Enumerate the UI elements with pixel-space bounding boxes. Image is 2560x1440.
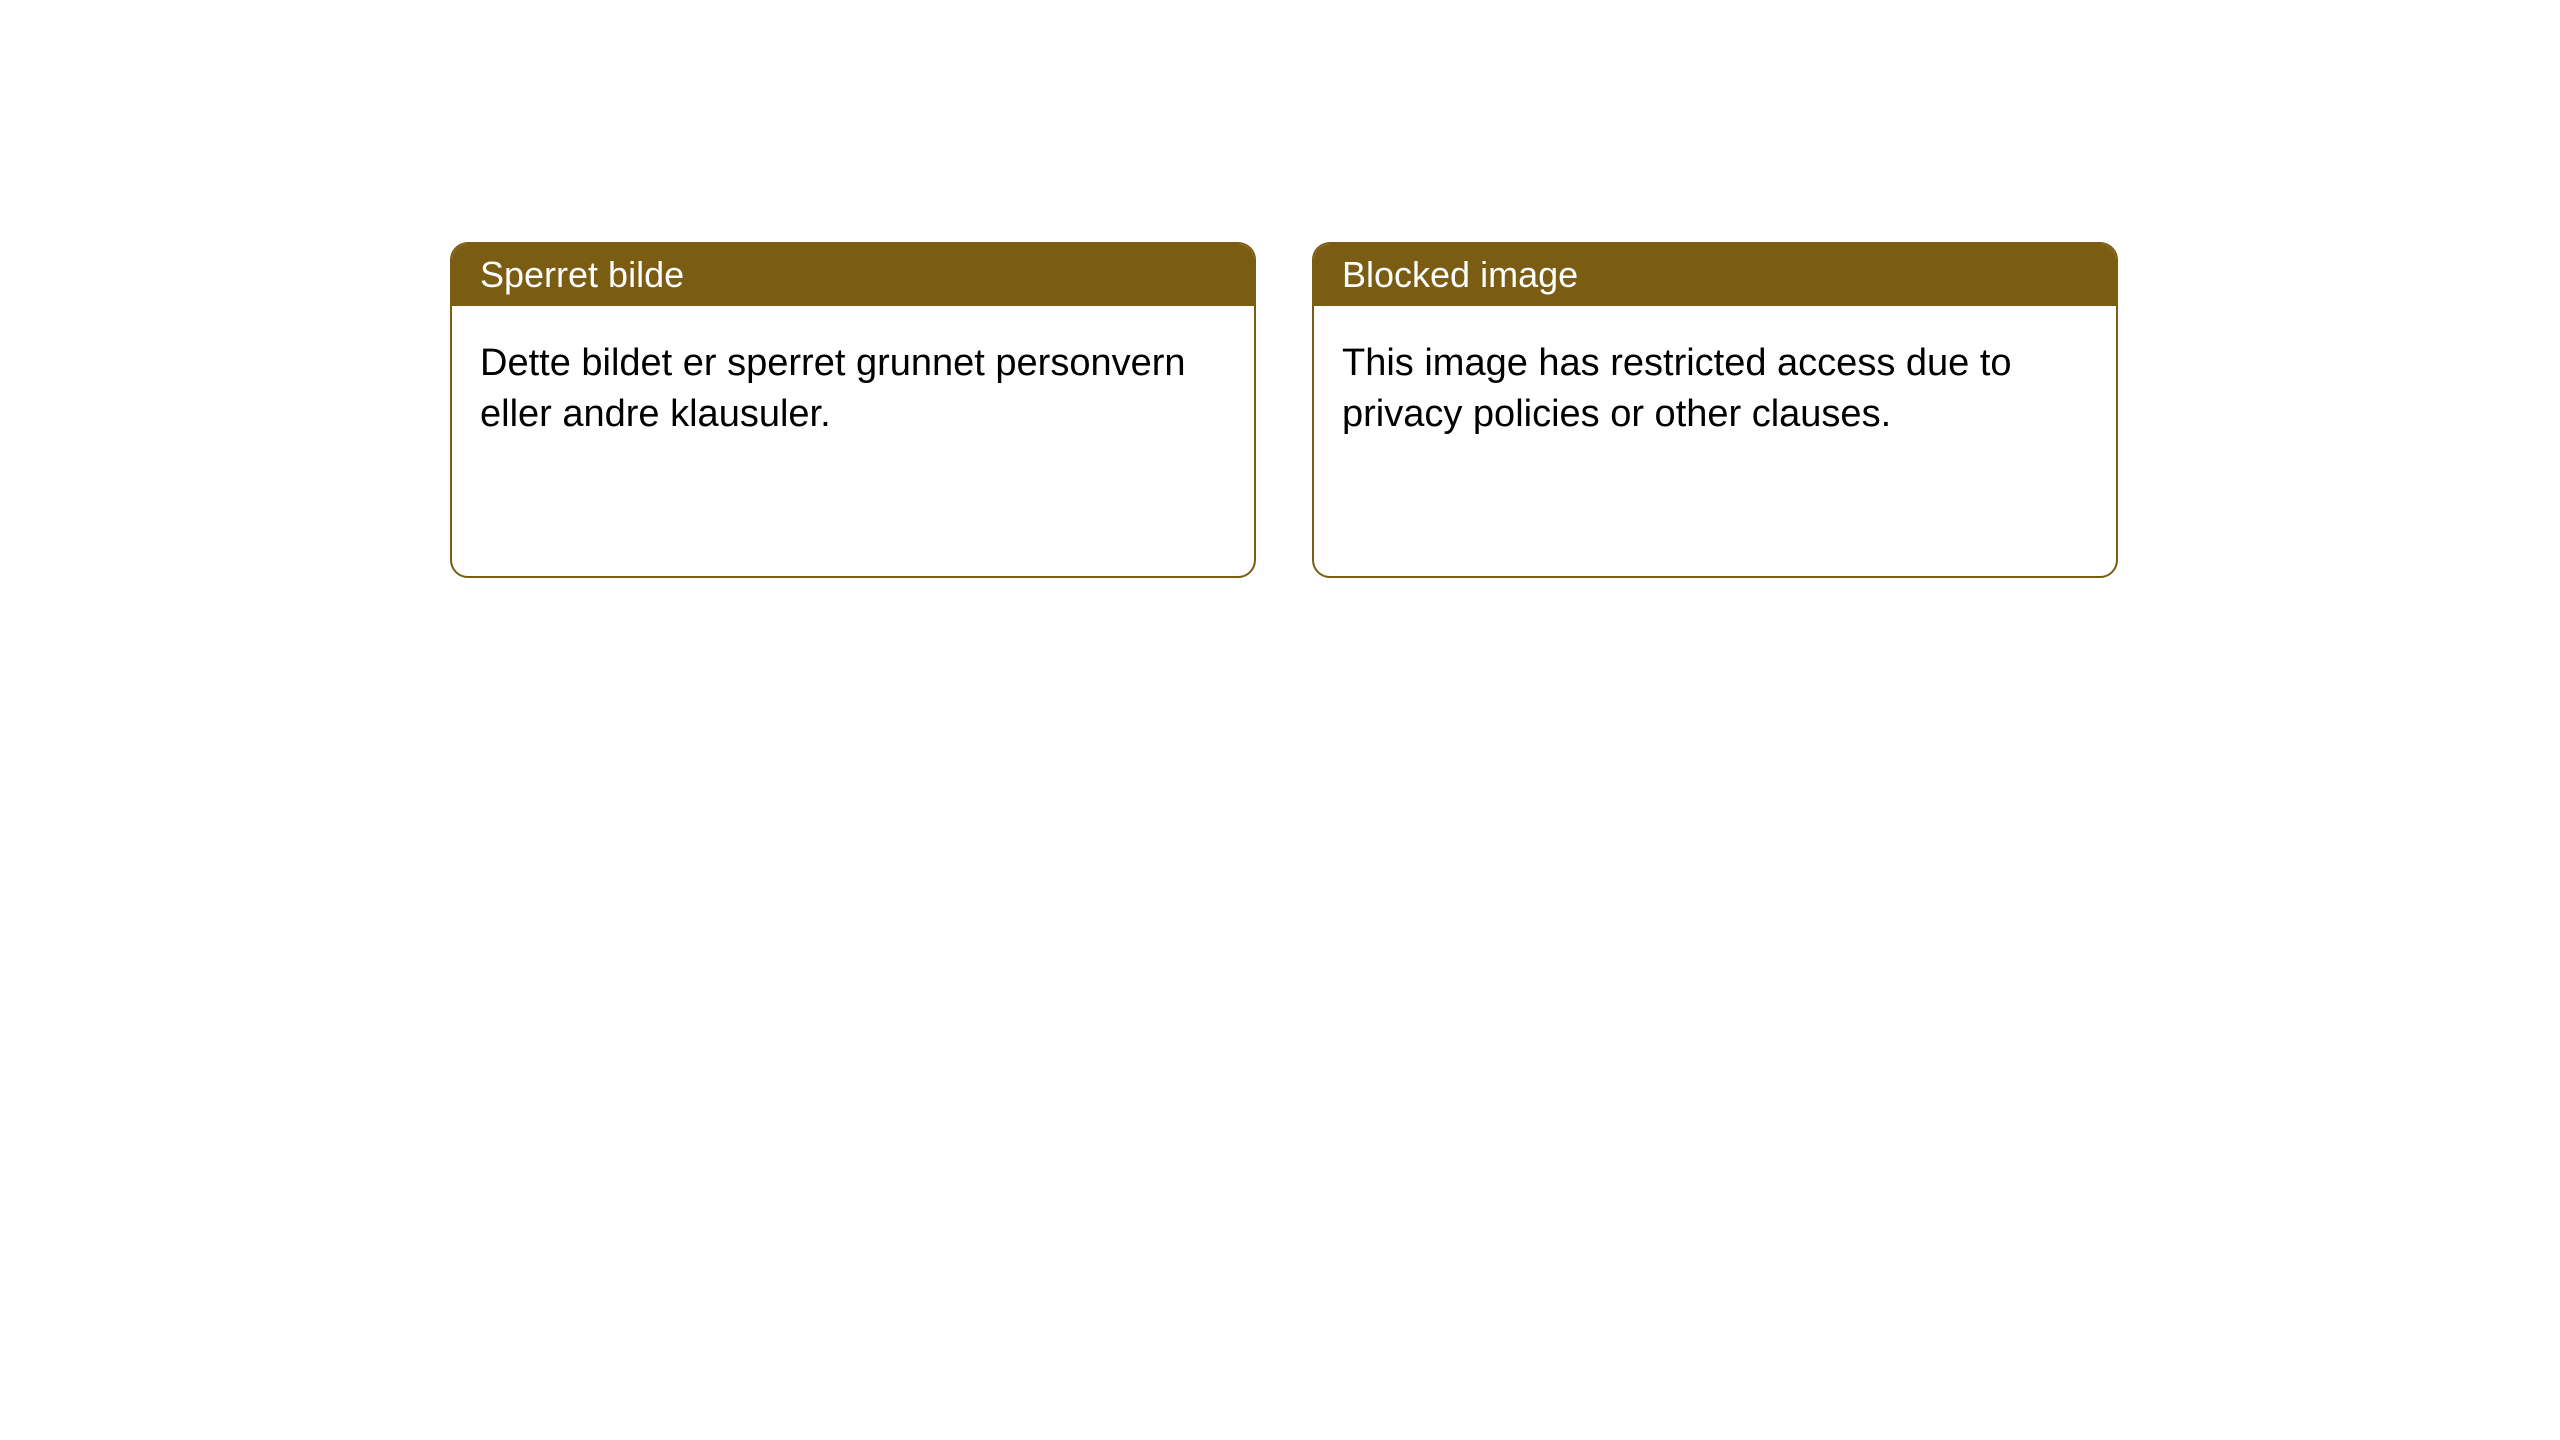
notice-container: Sperret bilde Dette bildet er sperret gr… [0,0,2560,578]
notice-card-title: Blocked image [1342,254,1578,296]
notice-card-header: Blocked image [1314,244,2116,306]
notice-card-header: Sperret bilde [452,244,1254,306]
notice-card-text: This image has restricted access due to … [1342,342,2012,435]
notice-card-title: Sperret bilde [480,254,684,296]
notice-card-body: Dette bildet er sperret grunnet personve… [452,306,1254,473]
notice-card-text: Dette bildet er sperret grunnet personve… [480,342,1186,435]
notice-card-body: This image has restricted access due to … [1314,306,2116,473]
notice-card-en: Blocked image This image has restricted … [1312,242,2118,578]
notice-card-no: Sperret bilde Dette bildet er sperret gr… [450,242,1256,578]
